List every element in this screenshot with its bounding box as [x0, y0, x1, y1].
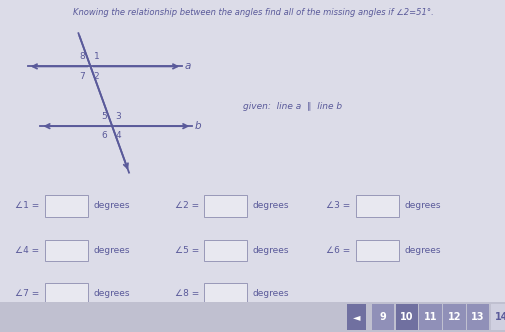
Text: degrees: degrees	[404, 201, 440, 210]
FancyBboxPatch shape	[44, 195, 87, 216]
FancyBboxPatch shape	[0, 302, 505, 332]
FancyBboxPatch shape	[395, 304, 417, 330]
Text: a: a	[184, 61, 191, 71]
Text: ∠5 =: ∠5 =	[174, 246, 198, 255]
Text: given:  line a  ∥  line b: given: line a ∥ line b	[242, 102, 341, 111]
FancyBboxPatch shape	[204, 195, 246, 216]
FancyBboxPatch shape	[204, 240, 246, 262]
FancyBboxPatch shape	[355, 240, 398, 262]
Text: ∠2 =: ∠2 =	[174, 201, 198, 210]
Text: degrees: degrees	[93, 246, 130, 255]
Text: degrees: degrees	[252, 246, 289, 255]
Text: 13: 13	[471, 312, 484, 322]
Text: b: b	[194, 121, 201, 131]
FancyBboxPatch shape	[44, 283, 87, 305]
FancyBboxPatch shape	[44, 240, 87, 262]
Text: 4: 4	[115, 131, 121, 140]
FancyBboxPatch shape	[466, 304, 488, 330]
FancyBboxPatch shape	[442, 304, 465, 330]
Text: 5: 5	[101, 112, 107, 121]
Text: ◄: ◄	[352, 312, 359, 322]
FancyBboxPatch shape	[490, 304, 505, 330]
Text: 14: 14	[494, 312, 505, 322]
FancyBboxPatch shape	[419, 304, 441, 330]
Text: ∠4 =: ∠4 =	[15, 246, 39, 255]
Text: degrees: degrees	[252, 289, 289, 298]
Text: degrees: degrees	[93, 201, 130, 210]
Text: degrees: degrees	[252, 201, 289, 210]
Text: Knowing the relationship between the angles find all of the missing angles if ∠2: Knowing the relationship between the ang…	[73, 8, 432, 17]
Text: 9: 9	[379, 312, 386, 322]
Text: 8: 8	[79, 52, 85, 61]
Text: ∠7 =: ∠7 =	[15, 289, 39, 298]
Text: 10: 10	[399, 312, 413, 322]
FancyBboxPatch shape	[346, 304, 365, 330]
Text: ∠6 =: ∠6 =	[326, 246, 350, 255]
Text: degrees: degrees	[93, 289, 130, 298]
Text: 7: 7	[79, 72, 85, 81]
Text: degrees: degrees	[404, 246, 440, 255]
Text: ∠3 =: ∠3 =	[326, 201, 350, 210]
Text: ∠1 =: ∠1 =	[15, 201, 39, 210]
FancyBboxPatch shape	[355, 195, 398, 216]
Text: 3: 3	[115, 112, 121, 121]
Text: 2: 2	[93, 72, 99, 81]
Text: 1: 1	[93, 52, 99, 61]
Text: ∠8 =: ∠8 =	[174, 289, 198, 298]
FancyBboxPatch shape	[204, 283, 246, 305]
Text: 11: 11	[423, 312, 436, 322]
FancyBboxPatch shape	[371, 304, 393, 330]
Text: 12: 12	[447, 312, 460, 322]
Text: 6: 6	[101, 131, 107, 140]
